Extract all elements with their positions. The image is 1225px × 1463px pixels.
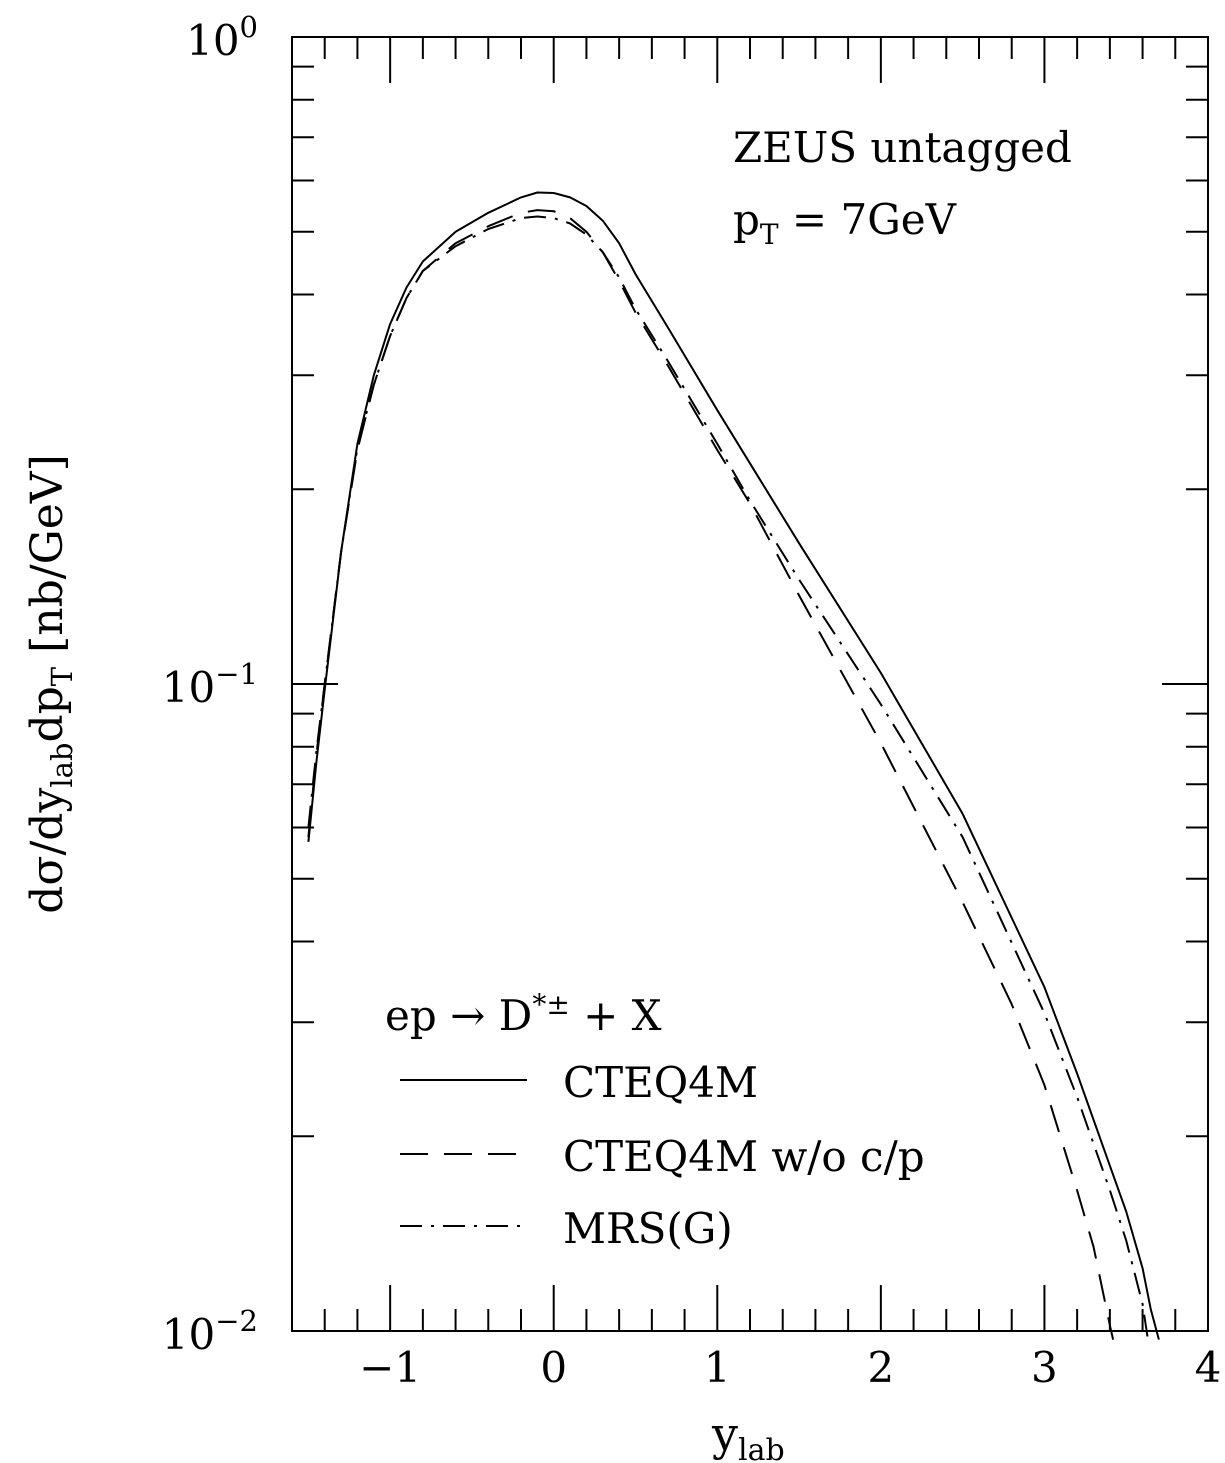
- y-tick-label: 100: [186, 10, 258, 65]
- x-tick-label: 0: [540, 1343, 567, 1392]
- y-axis-label-sub2: T: [45, 666, 79, 686]
- y-tick-label-base: 10: [162, 663, 215, 712]
- x-tick-label: 2: [867, 1343, 894, 1392]
- y-axis-label: dσ/dylabdpT [nb/GeV]: [22, 454, 79, 914]
- x-tick-label: 4: [1195, 1343, 1222, 1392]
- axis-ticks: [291, 36, 1209, 1332]
- y-tick-label-base: 10: [162, 1310, 215, 1359]
- y-tick-label: 10−1: [162, 657, 258, 712]
- x-axis-label: ylab: [711, 1407, 785, 1463]
- curves: [307, 191, 1160, 1340]
- y-tick-label-exponent: −2: [215, 1304, 258, 1338]
- y-tick-label-base: 10: [186, 16, 239, 65]
- x-tick-label: −1: [359, 1343, 421, 1392]
- legend-label-cteq4m-wo-cp: CTEQ4M w/o c/p: [563, 1132, 925, 1181]
- annotation-pt: p: [733, 195, 760, 244]
- y-tick-label-exponent: 0: [240, 10, 258, 44]
- annotation-line2: pT = 7GeV: [733, 195, 957, 251]
- legend-title-rest: + X: [570, 991, 662, 1040]
- y-axis-label-part2: dp: [22, 686, 73, 742]
- x-tick-label: 3: [1031, 1343, 1058, 1392]
- x-axis-label-main: y: [711, 1407, 738, 1461]
- y-tick-label: 10−2: [162, 1304, 258, 1359]
- x-tick-label: 1: [704, 1343, 731, 1392]
- y-axis-label-sub1: lab: [45, 743, 79, 788]
- annotation-pt-value: = 7GeV: [779, 195, 957, 244]
- legend-label-cteq4m: CTEQ4M: [563, 1058, 758, 1107]
- legend-title: ep → D*± + X: [385, 988, 662, 1040]
- legend-title-sup: *±: [532, 988, 569, 1021]
- annotation-pt-sub: T: [760, 218, 779, 251]
- y-axis-label-part1: dσ/dy: [22, 788, 73, 914]
- x-axis-label-sub: lab: [738, 1433, 785, 1463]
- legend-title-main: ep → D: [385, 991, 532, 1040]
- legend-label-mrsg: MRS(G): [563, 1204, 733, 1253]
- series-line-2: [307, 215, 1149, 1337]
- annotation-line1: ZEUS untagged: [733, 123, 1072, 172]
- series-line-0: [307, 191, 1160, 1340]
- y-tick-label-exponent: −1: [215, 657, 258, 691]
- y-axis-label-part3: [nb/GeV]: [22, 454, 73, 667]
